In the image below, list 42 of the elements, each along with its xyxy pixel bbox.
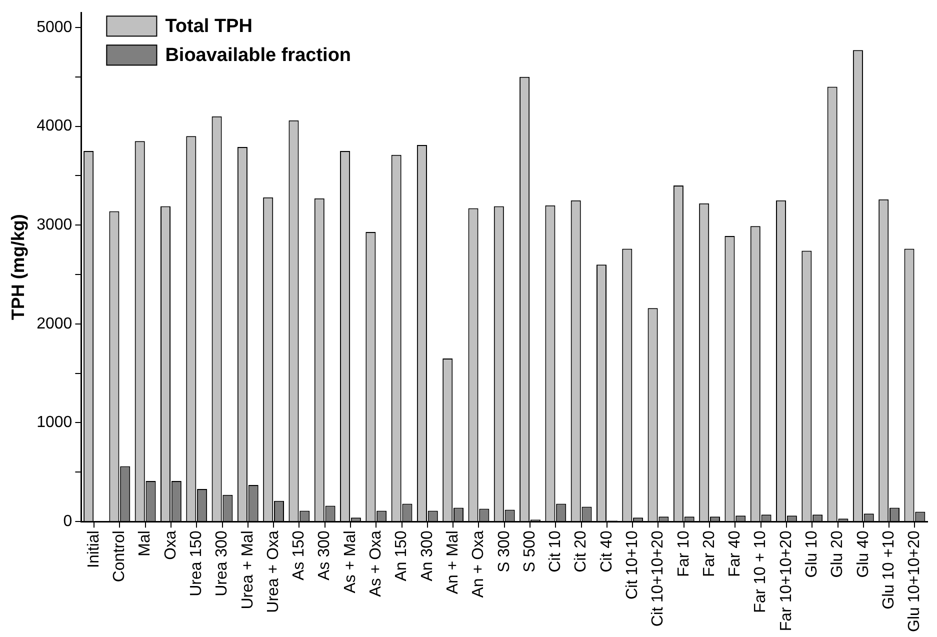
x-tick-label: Initial bbox=[85, 530, 102, 568]
x-tick-label: Far 10 bbox=[675, 530, 692, 577]
x-tick-label: S 300 bbox=[496, 530, 513, 572]
x-tick-label: Glu 20 bbox=[829, 530, 846, 578]
x-tick-label: Cit 10+10 bbox=[624, 530, 641, 600]
x-tick-label: As + Oxa bbox=[368, 530, 385, 597]
y-tick-label: 4000 bbox=[36, 118, 72, 135]
x-tick-label: Urea + Mal bbox=[239, 530, 256, 610]
y-tick-label: 1000 bbox=[36, 414, 72, 432]
x-tick-label: Glu 10+10+20 bbox=[906, 530, 924, 632]
x-tick-label: Cit 10+10+20 bbox=[650, 530, 667, 627]
x-tick-label: As 300 bbox=[316, 530, 334, 580]
legend-label: Bioavailable fraction bbox=[165, 44, 352, 66]
legend-label: Total TPH bbox=[165, 16, 252, 37]
y-tick-label: 2000 bbox=[36, 315, 72, 332]
x-tick-label: An 150 bbox=[393, 530, 410, 582]
x-tick-label: Far 20 bbox=[700, 530, 718, 577]
x-tick-label: Urea + Oxa bbox=[264, 530, 282, 613]
x-tick-label: Urea 150 bbox=[188, 530, 206, 596]
x-tick-label: An 300 bbox=[418, 530, 436, 582]
x-tick-label: Far 10+10+20 bbox=[778, 530, 795, 632]
x-tick-label: An + Oxa bbox=[470, 530, 488, 598]
x-tick-label: S 500 bbox=[521, 530, 538, 572]
x-tick-label: Cit 10 bbox=[547, 530, 564, 572]
x-tick-label: Urea 300 bbox=[214, 530, 231, 596]
y-tick-label: 0 bbox=[63, 512, 72, 530]
x-tick-label: Oxa bbox=[162, 530, 180, 560]
y-axis-title: TPH (mg/kg) bbox=[8, 214, 28, 320]
x-tick-label: As + Mal bbox=[342, 530, 359, 594]
x-tick-label: Mal bbox=[136, 530, 154, 556]
x-tick-label: Glu 10 +10 bbox=[880, 530, 898, 610]
x-tick-label: Cit 40 bbox=[598, 530, 616, 572]
x-tick-label: An + Mal bbox=[444, 530, 462, 594]
x-tick-label: Glu 40 bbox=[854, 530, 872, 578]
x-tick-label: As 150 bbox=[290, 530, 308, 580]
x-tick-label: Far 10 + 10 bbox=[752, 530, 770, 613]
x-tick-label: Glu 10 bbox=[804, 530, 821, 578]
y-tick-label: 5000 bbox=[36, 18, 72, 36]
x-tick-label: Far 40 bbox=[726, 530, 744, 577]
x-tick-label: Control bbox=[111, 530, 128, 582]
y-tick-label: 3000 bbox=[36, 216, 72, 234]
x-tick-label: Cit 20 bbox=[572, 530, 590, 572]
